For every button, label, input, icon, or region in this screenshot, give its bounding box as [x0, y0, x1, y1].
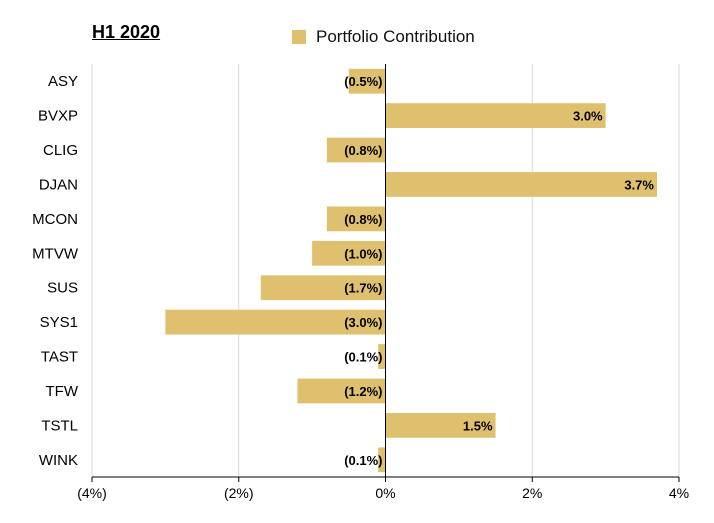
bar-djan	[385, 172, 657, 197]
category-label-tast: TAST	[41, 349, 78, 366]
category-label-asy: ASY	[48, 73, 78, 90]
bar-bvxp	[385, 103, 606, 129]
data-label-bvxp: 3.0%	[573, 109, 603, 124]
bar-wink	[378, 447, 386, 473]
data-label-tstl: 1.5%	[463, 418, 493, 433]
x-tick-label-4: 4%	[669, 485, 689, 501]
data-label-tast: (0.1%)	[344, 350, 382, 365]
bar-clig	[326, 137, 386, 163]
category-label-djan: DJAN	[39, 176, 78, 193]
category-label-clig: CLIG	[43, 142, 78, 159]
bar-sus	[260, 275, 386, 301]
legend-swatch	[292, 30, 306, 44]
data-label-mcon: (0.8%)	[344, 212, 382, 227]
bar-mcon	[326, 206, 386, 232]
legend-label: Portfolio Contribution	[316, 27, 475, 46]
bar-tfw	[297, 378, 386, 404]
data-label-clig: (0.8%)	[344, 143, 382, 158]
x-tick-label-2: 0%	[375, 485, 395, 501]
category-label-mtvw: MTVW	[32, 245, 79, 262]
category-label-tfw: TFW	[46, 383, 79, 400]
category-label-sys1: SYS1	[40, 314, 78, 331]
chart-title: H1 2020	[92, 22, 161, 42]
data-label-djan: 3.7%	[624, 177, 654, 192]
bar-asy	[348, 68, 386, 94]
data-label-asy: (0.5%)	[344, 74, 382, 89]
bar-mtvw	[312, 240, 386, 266]
data-label-wink: (0.1%)	[344, 453, 382, 468]
category-label-sus: SUS	[47, 280, 78, 297]
category-label-tstl: TSTL	[41, 417, 78, 434]
bar-sys1	[165, 309, 386, 335]
data-label-sus: (1.7%)	[344, 281, 382, 296]
category-label-wink: WINK	[39, 452, 78, 469]
data-label-tfw: (1.2%)	[344, 384, 382, 399]
category-label-mcon: MCON	[32, 211, 78, 228]
x-tick-label-1: (2%)	[224, 485, 254, 501]
data-label-sys1: (3.0%)	[344, 315, 382, 330]
category-label-bvxp: BVXP	[38, 108, 78, 125]
bar-tast	[378, 344, 386, 369]
x-tick-label-3: 2%	[522, 485, 542, 501]
legend: Portfolio Contribution	[292, 27, 475, 47]
data-label-mtvw: (1.0%)	[344, 246, 382, 261]
x-tick-label-0: (4%)	[77, 485, 107, 501]
bar-tstl	[385, 412, 496, 438]
